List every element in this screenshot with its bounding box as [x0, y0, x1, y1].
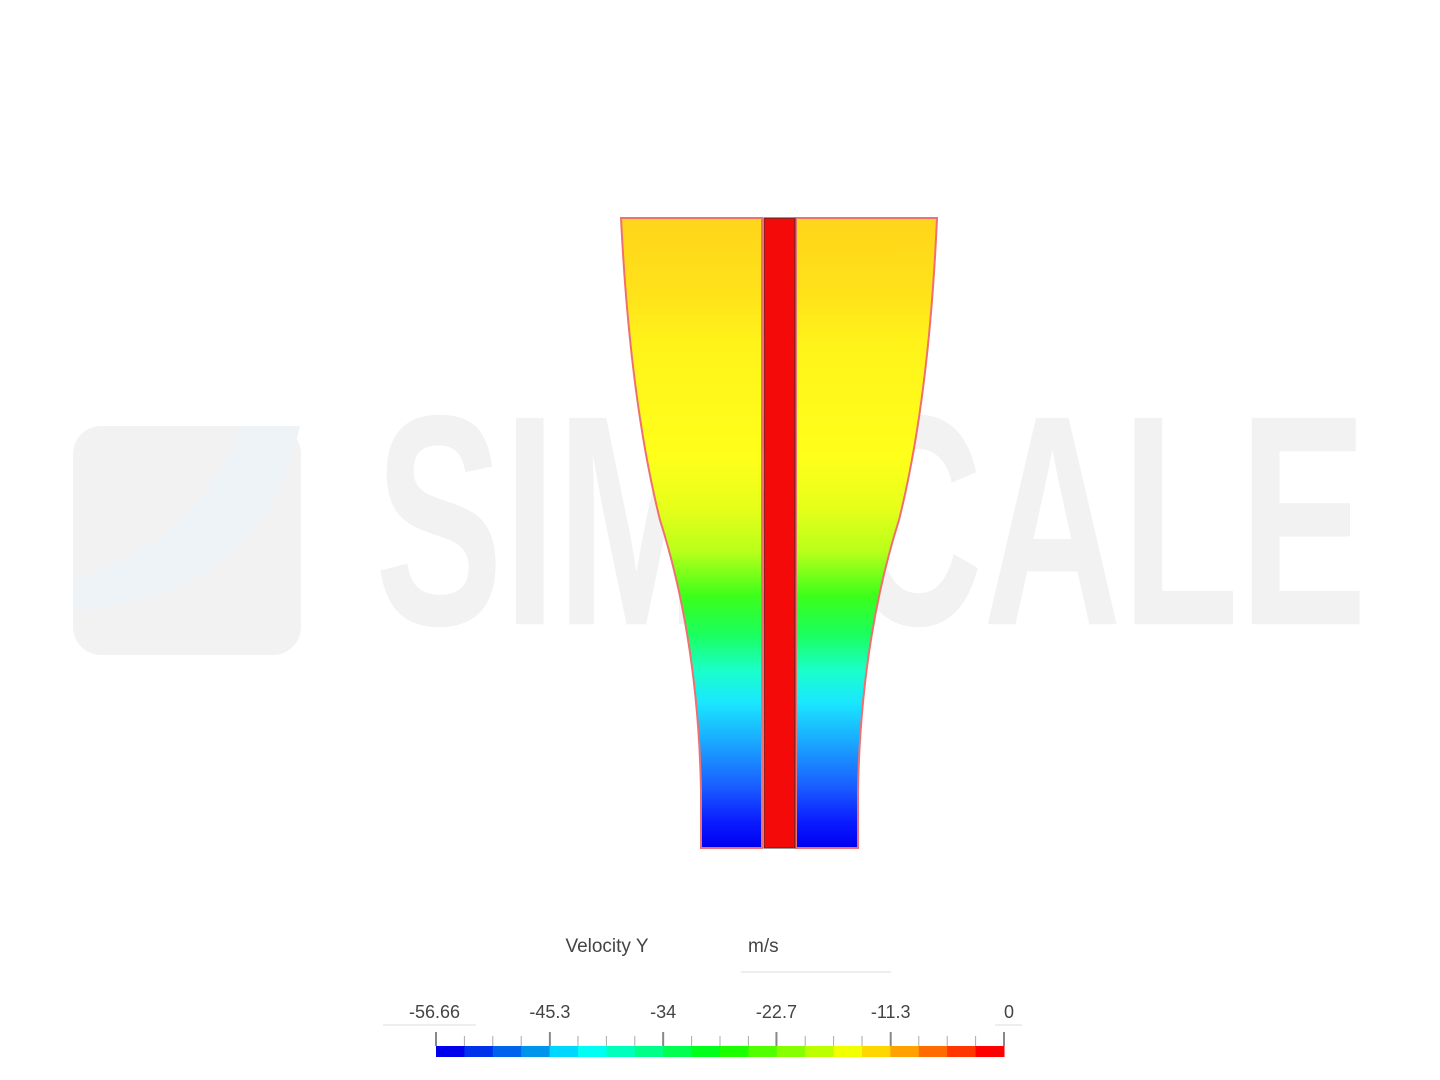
colorbar-segment [549, 1046, 579, 1057]
legend-unit[interactable]: m/s [748, 936, 779, 957]
tick-label: -11.3 [871, 1002, 911, 1022]
colorbar-segment [606, 1046, 636, 1057]
tick-label: -56.66 [409, 1002, 460, 1022]
colorbar-segment [720, 1046, 749, 1057]
watermark-logo-stripe [73, 426, 300, 610]
colorbar-segment [975, 1046, 1005, 1057]
contour-plot [619, 217, 939, 849]
tick-label: 0 [1004, 1002, 1014, 1022]
right-channel [795, 217, 939, 849]
colorbar-segment [862, 1046, 891, 1057]
colorbar-segment [805, 1046, 835, 1057]
colorbar-segment [578, 1046, 607, 1057]
colorbar-segment [464, 1046, 494, 1057]
left-channel [619, 217, 763, 849]
center-wall [763, 217, 796, 849]
colorbar-segment [833, 1046, 863, 1057]
tick-label: -22.7 [756, 1002, 797, 1022]
colorbar-segment [918, 1046, 948, 1057]
tick-label: -45.3 [529, 1002, 570, 1022]
colorbar-segment [890, 1046, 920, 1057]
tick-label: -34 [650, 1002, 676, 1022]
colorbar-segment [436, 1046, 465, 1057]
colorbar-segment [691, 1046, 721, 1057]
colorbar-segment [947, 1046, 977, 1057]
colorbar-segment [663, 1046, 693, 1057]
colorbar-segment [776, 1046, 806, 1057]
colorbar-segment [492, 1046, 522, 1057]
colorbar-segment [521, 1046, 551, 1057]
legend-title: Velocity Y [565, 936, 648, 957]
colorbar-segment [748, 1046, 778, 1057]
colorbar-segment [634, 1046, 664, 1057]
